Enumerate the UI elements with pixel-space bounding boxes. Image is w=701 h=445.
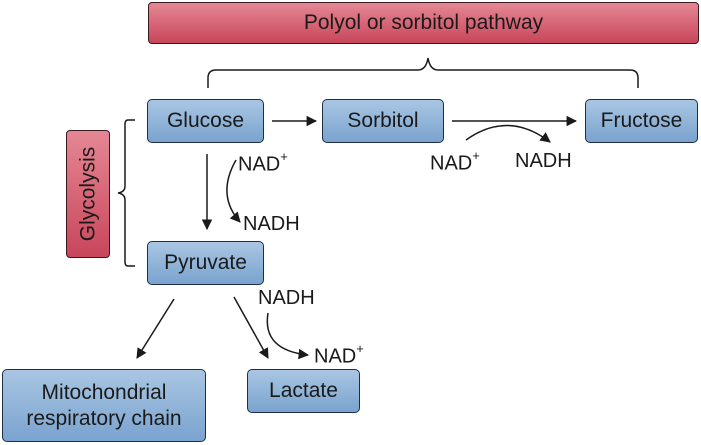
cofactor-nad-sorbitol-sup: +	[472, 148, 480, 163]
node-mitochondrial-chain-text: Mitochondrial respiratory chain	[26, 380, 181, 430]
cofactor-nad-lactate: NAD+	[314, 341, 364, 368]
glycolysis-label: Glycolysis	[66, 130, 110, 258]
cofactor-nad-lactate-text: NAD	[314, 345, 357, 368]
cofactor-nad-glycolysis-text: NAD	[238, 153, 281, 176]
node-pyruvate-label: Pyruvate	[164, 251, 247, 275]
arrow-pyruvate-mito	[136, 298, 175, 359]
polyol-pathway-title-text: Polyol or sorbitol pathway	[303, 11, 544, 34]
node-mito-line2: respiratory chain	[26, 406, 182, 430]
polyol-pathway-title: Polyol or sorbitol pathway	[148, 2, 699, 44]
glycolysis-brace	[117, 119, 135, 267]
cofactor-nadh-sorbitol: NADH	[515, 151, 572, 171]
cofactor-nadh-glycolysis-text: NADH	[243, 213, 300, 235]
arrow-nad-nadh-sorbitol	[465, 124, 551, 143]
node-fructose: Fructose	[585, 99, 698, 143]
node-lactate-label: Lactate	[269, 379, 338, 403]
cofactor-nad-glycolysis-sup: +	[280, 149, 288, 164]
node-glucose: Glucose	[147, 99, 264, 143]
node-sorbitol: Sorbitol	[322, 99, 444, 143]
arrow-nadh-nad-lactate	[266, 312, 310, 360]
arrow-nad-nadh-glycolysis	[226, 159, 241, 223]
node-glucose-label: Glucose	[166, 109, 245, 133]
node-fructose-label: Fructose	[600, 109, 683, 133]
cofactor-nadh-lactate-text: NADH	[258, 287, 315, 309]
node-sorbitol-label: Sorbitol	[347, 109, 419, 133]
cofactor-nadh-glycolysis: NADH	[243, 214, 300, 234]
cofactor-nad-lactate-sup: +	[356, 341, 364, 356]
cofactor-nad-sorbitol: NAD+	[430, 148, 480, 175]
node-lactate: Lactate	[247, 369, 360, 413]
node-mitochondrial-chain: Mitochondrial respiratory chain	[2, 369, 206, 442]
cofactor-nad-sorbitol-text: NAD	[430, 152, 473, 175]
cofactor-nadh-lactate: NADH	[258, 288, 315, 308]
node-mito-line1: Mitochondrial	[41, 381, 167, 405]
cofactor-nad-glycolysis: NAD+	[238, 149, 288, 176]
cofactor-nadh-sorbitol-text: NADH	[515, 150, 572, 172]
glycolysis-label-text: Glycolysis	[76, 146, 100, 242]
arrow-pyruvate-lactate	[233, 296, 269, 359]
pathway-brace	[207, 57, 639, 88]
node-pyruvate: Pyruvate	[147, 241, 264, 285]
